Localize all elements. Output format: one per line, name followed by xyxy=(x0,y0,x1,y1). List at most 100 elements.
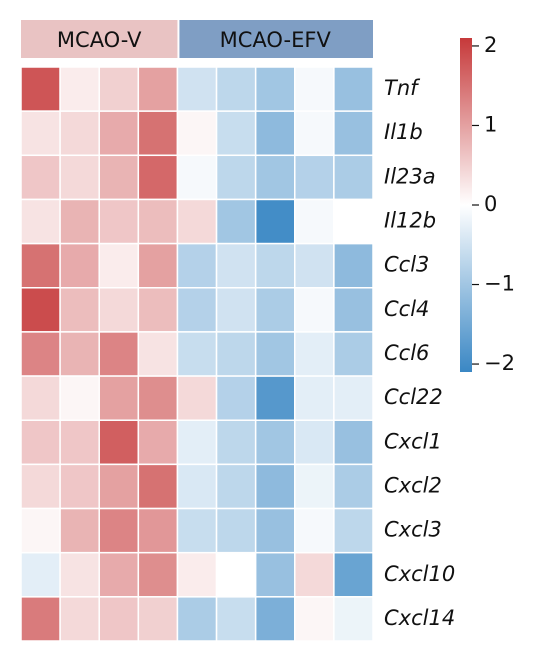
heatmap-cell xyxy=(215,110,257,157)
heatmap-cell xyxy=(176,463,218,510)
heatmap-cell xyxy=(215,198,257,245)
heatmap-cell xyxy=(98,551,140,598)
heatmap-cell xyxy=(137,375,179,421)
heatmap-cell xyxy=(254,154,296,201)
heatmap-cell xyxy=(215,596,257,642)
heatmap-cell xyxy=(137,463,179,510)
heatmap-cell xyxy=(294,198,335,245)
heatmap-cell xyxy=(333,66,374,112)
group-header xyxy=(21,20,178,58)
heatmap-cell xyxy=(333,242,374,289)
heatmap-cell xyxy=(137,110,179,157)
heatmap-cell xyxy=(20,507,61,554)
heatmap-cell xyxy=(59,331,100,377)
heatmap-cell xyxy=(20,463,61,510)
heatmap-cell xyxy=(333,419,374,466)
heatmap-cell xyxy=(215,66,257,112)
heatmap-cell xyxy=(137,198,179,245)
heatmap-cell xyxy=(215,507,257,554)
heatmap-cell xyxy=(176,375,218,421)
heatmap-cell xyxy=(137,507,179,554)
heatmap-cell xyxy=(137,154,179,201)
heatmap-cell xyxy=(294,154,335,201)
heatmap-cell xyxy=(294,507,335,554)
heatmap-cell xyxy=(137,596,179,642)
heatmap-cell xyxy=(176,551,218,598)
colorbar-tick-label: 1 xyxy=(484,112,497,136)
heatmap-cell xyxy=(333,110,374,157)
heatmap-cell xyxy=(176,507,218,554)
row-label: Ccl4 xyxy=(384,297,429,321)
heatmap-cell xyxy=(215,154,257,201)
row-label: Ccl6 xyxy=(384,341,429,365)
heatmap-cell xyxy=(294,419,335,466)
heatmap-cell xyxy=(98,110,140,157)
heatmap-cell xyxy=(254,551,296,598)
heatmap-cell xyxy=(98,596,140,642)
heatmap-cell xyxy=(59,463,100,510)
heatmap-cell xyxy=(98,242,140,289)
heatmap-cell xyxy=(98,154,140,201)
heatmap-cell xyxy=(254,507,296,554)
heatmap-cell xyxy=(254,463,296,510)
heatmap-cell xyxy=(215,551,257,598)
heatmap-cell xyxy=(215,287,257,333)
heatmap-cell xyxy=(294,242,335,289)
heatmap-cell xyxy=(176,287,218,333)
heatmap-cell xyxy=(333,154,374,201)
row-label: Cxcl2 xyxy=(384,473,442,497)
heatmap-cell xyxy=(254,242,296,289)
heatmap-cell xyxy=(294,463,335,510)
heatmap-cell xyxy=(254,331,296,377)
heatmap-cell xyxy=(20,287,61,333)
group-label: MCAO-EFV xyxy=(220,28,332,52)
heatmap-cell xyxy=(137,287,179,333)
heatmap-cell xyxy=(137,331,179,377)
heatmap-cell xyxy=(254,198,296,245)
heatmap-cell xyxy=(215,242,257,289)
heatmap-cell xyxy=(98,507,140,554)
colorbar-tick-label: 2 xyxy=(484,33,497,57)
heatmap-cell xyxy=(137,551,179,598)
colorbar-tick-label: −2 xyxy=(484,351,515,375)
heatmap-cell xyxy=(59,154,100,201)
heatmap-cell xyxy=(98,375,140,421)
heatmap-cell xyxy=(98,66,140,112)
heatmap-cell xyxy=(176,198,218,245)
heatmap-cell xyxy=(98,463,140,510)
heatmap-cell xyxy=(294,375,335,421)
colorbar-tick-label: −1 xyxy=(484,272,515,296)
group-label: MCAO-V xyxy=(57,28,142,52)
heatmap-cell xyxy=(20,66,61,112)
heatmap-cell xyxy=(20,419,61,466)
heatmap-cell xyxy=(215,419,257,466)
heatmap-cell xyxy=(59,507,100,554)
heatmap-cell xyxy=(254,66,296,112)
row-label: Ccl3 xyxy=(384,253,429,277)
heatmap-cell xyxy=(20,198,61,245)
heatmap-cell xyxy=(137,242,179,289)
heatmap-cell xyxy=(333,596,374,642)
heatmap-cell xyxy=(333,507,374,554)
heatmap-cell xyxy=(333,551,374,598)
heatmap-cell xyxy=(294,551,335,598)
heatmap-cell xyxy=(176,242,218,289)
heatmap-cell xyxy=(59,419,100,466)
heatmap-cell xyxy=(294,66,335,112)
heatmap-cell xyxy=(59,596,100,642)
heatmap-cell xyxy=(59,242,100,289)
row-label: Cxcl3 xyxy=(384,518,442,542)
group-header xyxy=(179,20,373,58)
heatmap-cell xyxy=(20,242,61,289)
heatmap-cell xyxy=(59,287,100,333)
row-label: Cxcl10 xyxy=(384,562,455,586)
row-label: Ccl22 xyxy=(384,385,443,409)
heatmap-cell xyxy=(254,596,296,642)
colorbar-tick-label: 0 xyxy=(484,192,497,216)
heatmap-cell xyxy=(137,66,179,112)
colorbar xyxy=(460,38,472,372)
heatmap-cell xyxy=(254,110,296,157)
heatmap-cell xyxy=(59,110,100,157)
heatmap-cell xyxy=(176,110,218,157)
heatmap-cell xyxy=(176,419,218,466)
